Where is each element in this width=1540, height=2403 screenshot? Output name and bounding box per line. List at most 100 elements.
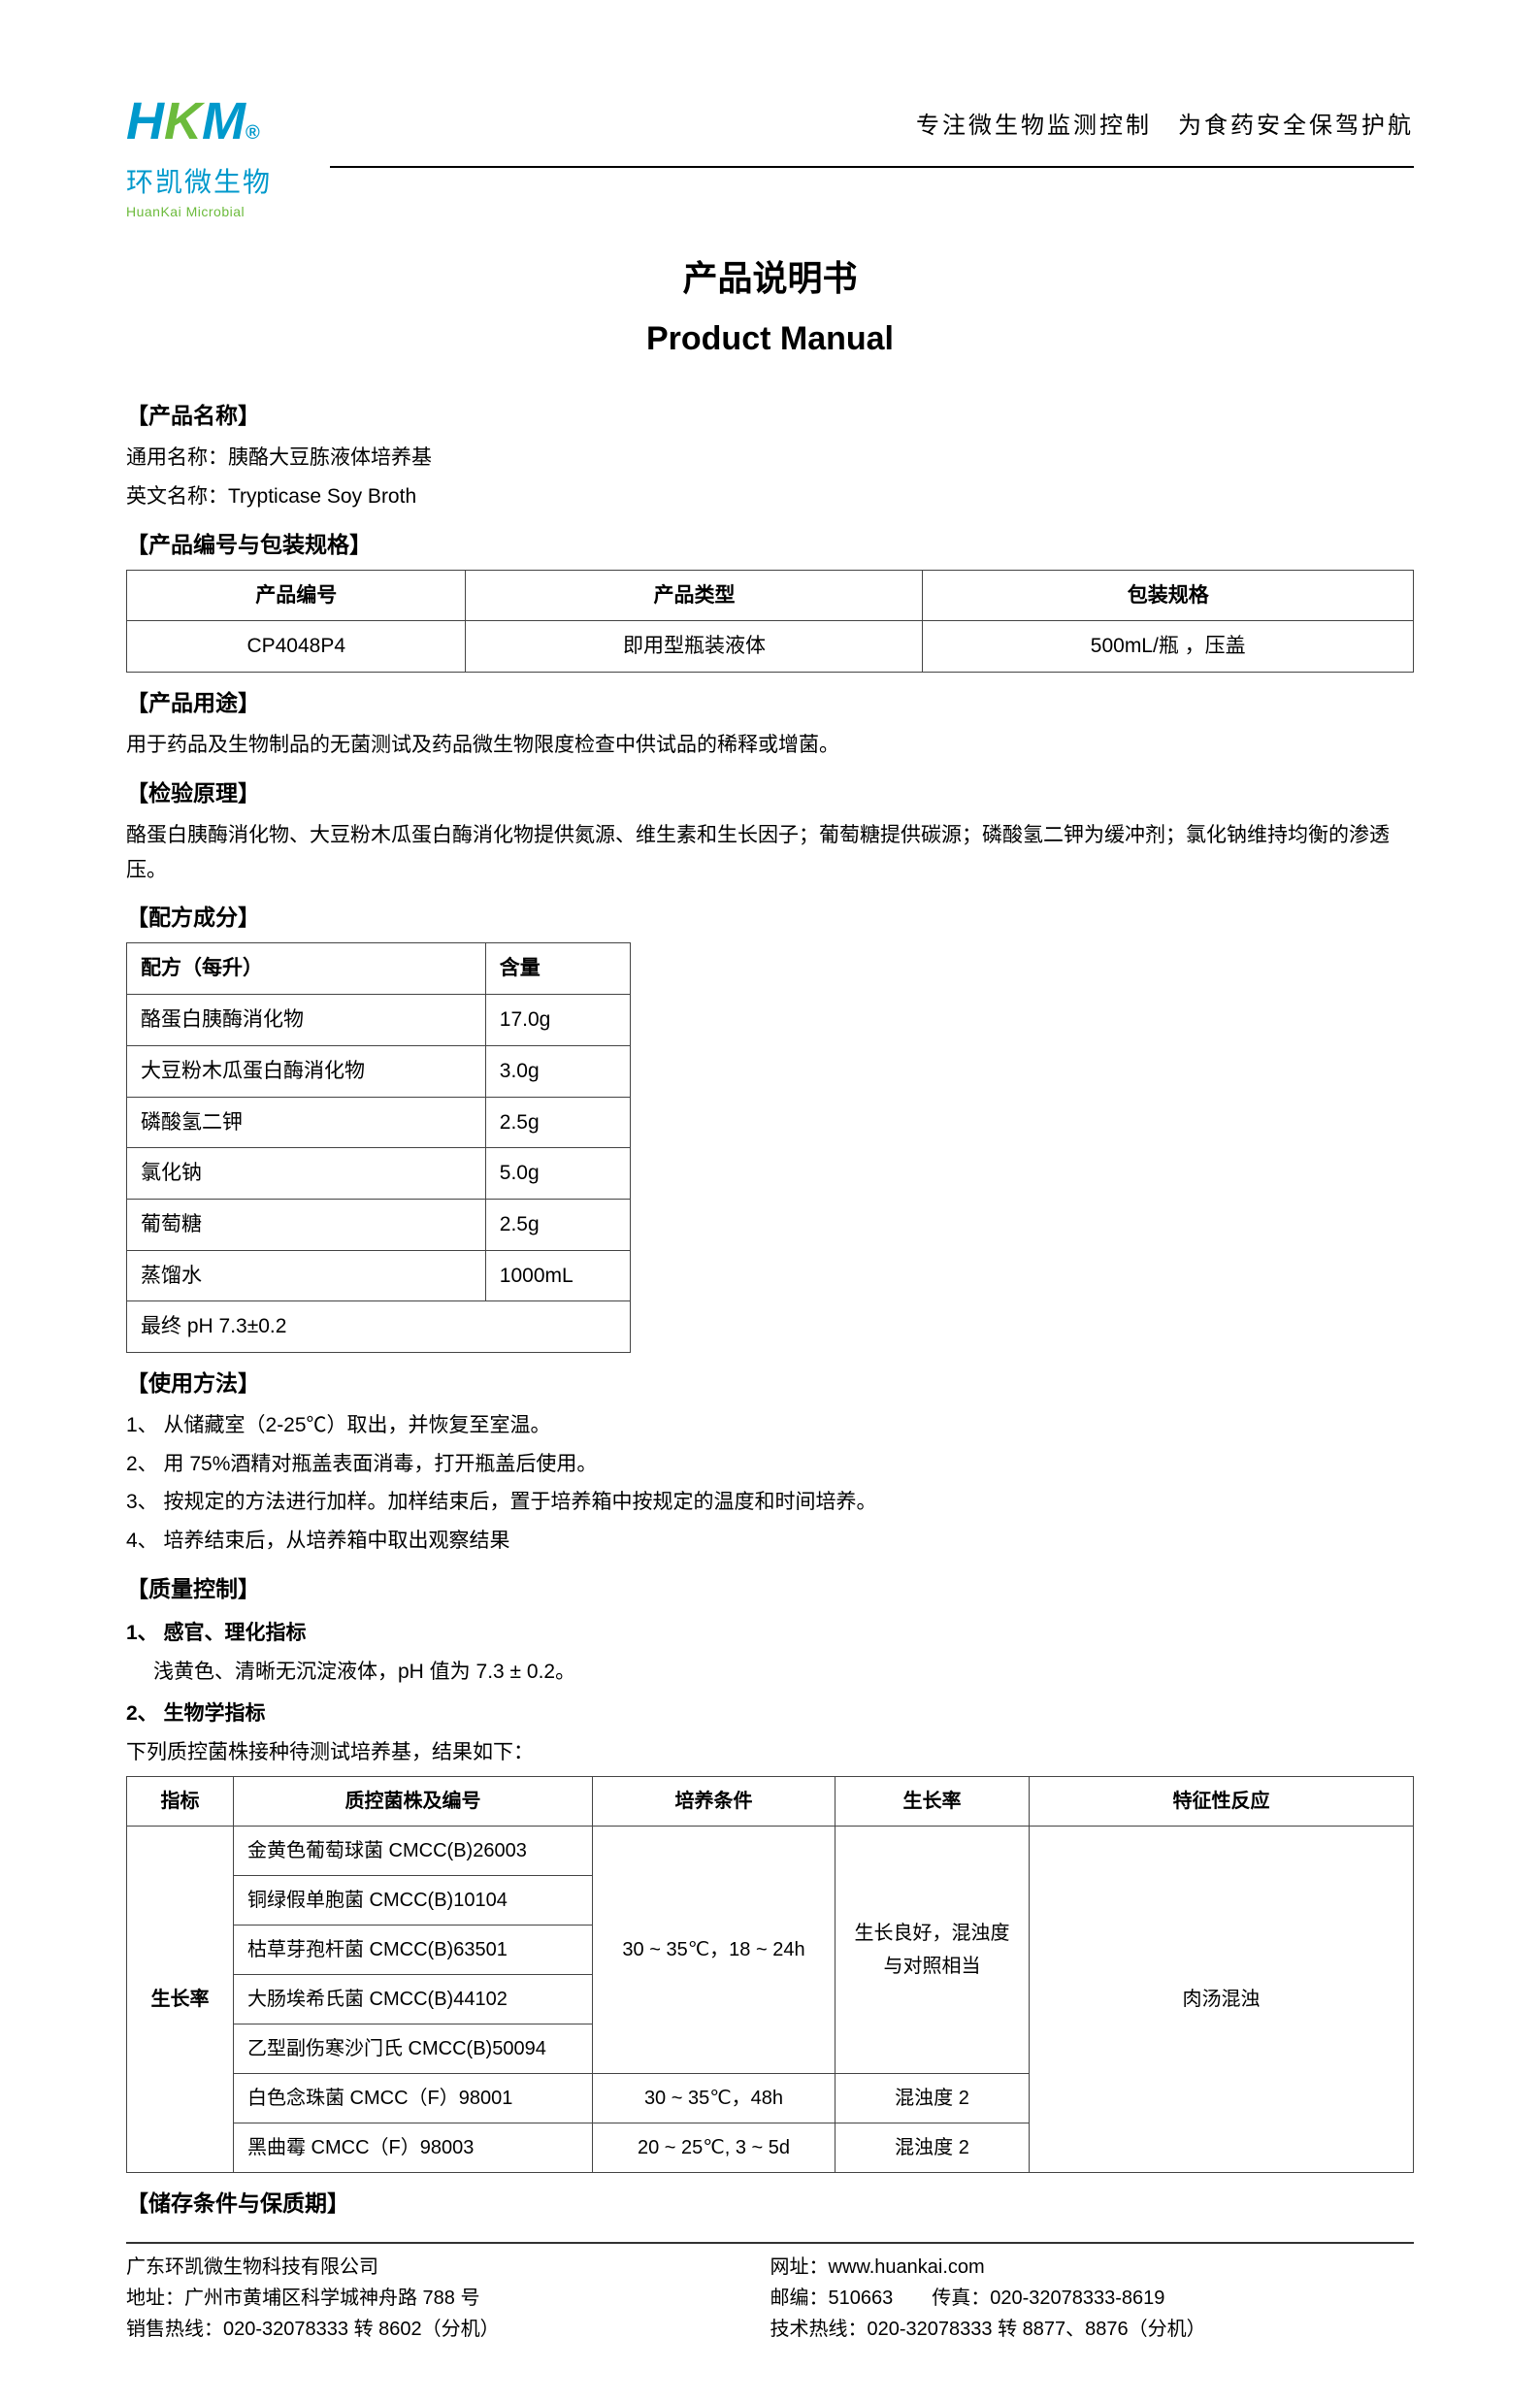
qc-col-index: 指标 <box>127 1776 234 1826</box>
footer-company: 广东环凯微生物科技有限公司 <box>126 2252 770 2283</box>
generic-name-row: 通用名称：胰酪大豆胨液体培养基 <box>126 441 1414 476</box>
pkg-code: CP4048P4 <box>127 621 466 673</box>
qc-col-condition: 培养条件 <box>593 1776 836 1826</box>
english-name-value: Trypticase Soy Broth <box>228 485 416 508</box>
qc-col-growth: 生长率 <box>836 1776 1030 1826</box>
page-footer: 广东环凯微生物科技有限公司 地址：广州市黄埔区科学城神舟路 788 号 销售热线… <box>126 2242 1414 2345</box>
qc-growth: 混浊度 2 <box>836 2073 1030 2123</box>
qc-condition-group1: 30 ~ 35℃，18 ~ 24h <box>593 1826 836 2073</box>
qc-sub1-heading: 1、 感官、理化指标 <box>126 1616 1414 1651</box>
qc-sub2-heading: 2、 生物学指标 <box>126 1696 1414 1731</box>
formula-name: 磷酸氢二钾 <box>127 1097 486 1148</box>
pkg-col-code: 产品编号 <box>127 570 466 621</box>
footer-address: 地址：广州市黄埔区科学城神舟路 788 号 <box>126 2283 770 2314</box>
logo-letter-m: M <box>202 78 244 167</box>
pkg-spec: 500mL/瓶 ，压盖 <box>923 621 1414 673</box>
formula-name: 大豆粉木瓜蛋白酶消化物 <box>127 1045 486 1097</box>
usage-step: 1、 从储藏室（2-25℃）取出，并恢复至室温。 <box>126 1408 1414 1443</box>
section-product-name: 【产品名称】 <box>126 397 1414 435</box>
qc-sub2-intro: 下列质控菌株接种待测试培养基，结果如下： <box>126 1735 1414 1770</box>
qc-strain: 金黄色葡萄球菌 CMCC(B)26003 <box>234 1826 593 1875</box>
section-formula: 【配方成分】 <box>126 899 1414 937</box>
footer-right: 网址：www.huankai.com 邮编：510663 传真：020-3207… <box>770 2252 1415 2345</box>
generic-name-value: 胰酪大豆胨液体培养基 <box>228 446 432 469</box>
qc-strain: 黑曲霉 CMCC（F）98003 <box>234 2123 593 2172</box>
qc-strain: 乙型副伤寒沙门氏 CMCC(B)50094 <box>234 2024 593 2073</box>
english-name-label: 英文名称： <box>126 485 228 508</box>
qc-character-all: 肉汤混浊 <box>1030 1826 1414 2172</box>
table-header-row: 指标 质控菌株及编号 培养条件 生长率 特征性反应 <box>127 1776 1414 1826</box>
usage-step: 4、 培养结束后，从培养箱中取出观察结果 <box>126 1524 1414 1559</box>
section-storage: 【储存条件与保质期】 <box>126 2185 1414 2222</box>
table-row: 葡萄糖2.5g <box>127 1199 631 1250</box>
use-text: 用于药品及生物制品的无菌测试及药品微生物限度检查中供试品的稀释或增菌。 <box>126 728 1414 763</box>
header-tagline: 专注微生物监测控制 为食药安全保驾护航 <box>330 107 1414 168</box>
table-row: 蒸馏水1000mL <box>127 1250 631 1301</box>
section-qc: 【质量控制】 <box>126 1570 1414 1608</box>
qc-growth: 混浊度 2 <box>836 2123 1030 2172</box>
footer-web: 网址：www.huankai.com <box>770 2252 1415 2283</box>
table-header-row: 产品编号 产品类型 包装规格 <box>127 570 1414 621</box>
table-row: 最终 pH 7.3±0.2 <box>127 1301 631 1353</box>
logo-letter-k: K <box>164 78 200 167</box>
formula-amount: 3.0g <box>485 1045 630 1097</box>
formula-amount: 5.0g <box>485 1148 630 1200</box>
footer-zip-fax: 邮编：510663 传真：020-32078333-8619 <box>770 2283 1415 2314</box>
qc-condition: 30 ~ 35℃，48h <box>593 2073 836 2123</box>
footer-left: 广东环凯微生物科技有限公司 地址：广州市黄埔区科学城神舟路 788 号 销售热线… <box>126 2252 770 2345</box>
page-title-cn: 产品说明书 <box>126 248 1414 308</box>
logo-text-en: HuanKai Microbial <box>126 201 272 224</box>
footer-tech: 技术热线：020-32078333 转 8877、8876（分机） <box>770 2314 1415 2345</box>
section-use: 【产品用途】 <box>126 684 1414 722</box>
formula-name: 蒸馏水 <box>127 1250 486 1301</box>
table-row: 大豆粉木瓜蛋白酶消化物3.0g <box>127 1045 631 1097</box>
section-principle: 【检验原理】 <box>126 774 1414 812</box>
usage-step: 3、 按规定的方法进行加样。加样结束后，置于培养箱中按规定的温度和时间培养。 <box>126 1485 1414 1520</box>
formula-amount: 2.5g <box>485 1097 630 1148</box>
formula-table: 配方（每升） 含量 酪蛋白胰酶消化物17.0g 大豆粉木瓜蛋白酶消化物3.0g … <box>126 942 631 1353</box>
table-row: 生长率 金黄色葡萄球菌 CMCC(B)26003 30 ~ 35℃，18 ~ 2… <box>127 1826 1414 1875</box>
formula-col-name: 配方（每升） <box>127 943 486 995</box>
qc-index-label: 生长率 <box>127 1826 234 2172</box>
pkg-type: 即用型瓶装液体 <box>466 621 923 673</box>
formula-amount: 2.5g <box>485 1199 630 1250</box>
logo-registered-icon: ® <box>246 116 260 149</box>
pkg-col-type: 产品类型 <box>466 570 923 621</box>
qc-table: 指标 质控菌株及编号 培养条件 生长率 特征性反应 生长率 金黄色葡萄球菌 CM… <box>126 1776 1414 2173</box>
principle-text: 酪蛋白胰酶消化物、大豆粉木瓜蛋白酶消化物提供氮源、维生素和生长因子；葡萄糖提供碳… <box>126 818 1414 887</box>
package-table: 产品编号 产品类型 包装规格 CP4048P4 即用型瓶装液体 500mL/瓶 … <box>126 570 1414 673</box>
section-usage: 【使用方法】 <box>126 1365 1414 1402</box>
qc-col-strain: 质控菌株及编号 <box>234 1776 593 1826</box>
qc-col-character: 特征性反应 <box>1030 1776 1414 1826</box>
page-header: HKM® 环凯微生物 HuanKai Microbial 专注微生物监测控制 为… <box>126 78 1414 224</box>
formula-col-amount: 含量 <box>485 943 630 995</box>
formula-name: 氯化钠 <box>127 1148 486 1200</box>
formula-amount: 17.0g <box>485 995 630 1046</box>
formula-ph: 最终 pH 7.3±0.2 <box>127 1301 631 1353</box>
formula-amount: 1000mL <box>485 1250 630 1301</box>
qc-strain: 白色念珠菌 CMCC（F）98001 <box>234 2073 593 2123</box>
qc-strain: 枯草芽孢杆菌 CMCC(B)63501 <box>234 1925 593 1974</box>
qc-growth-group1: 生长良好，混浊度与对照相当 <box>836 1826 1030 2073</box>
qc-strain: 大肠埃希氏菌 CMCC(B)44102 <box>234 1974 593 2024</box>
qc-condition: 20 ~ 25℃, 3 ~ 5d <box>593 2123 836 2172</box>
formula-name: 葡萄糖 <box>127 1199 486 1250</box>
logo-block: HKM® 环凯微生物 HuanKai Microbial <box>126 78 272 224</box>
logo-letter-h: H <box>126 78 162 167</box>
page-title-block: 产品说明书 Product Manual <box>126 248 1414 368</box>
logo-mark: HKM® <box>126 78 272 167</box>
qc-strain: 铜绿假单胞菌 CMCC(B)10104 <box>234 1875 593 1925</box>
english-name-row: 英文名称：Trypticase Soy Broth <box>126 479 1414 514</box>
qc-sub1-text: 浅黄色、清晰无沉淀液体，pH 值为 7.3 ± 0.2。 <box>126 1655 1414 1690</box>
table-row: 氯化钠5.0g <box>127 1148 631 1200</box>
table-header-row: 配方（每升） 含量 <box>127 943 631 995</box>
section-package: 【产品编号与包装规格】 <box>126 526 1414 564</box>
page-title-en: Product Manual <box>126 312 1414 368</box>
table-row: 磷酸氢二钾2.5g <box>127 1097 631 1148</box>
table-row: CP4048P4 即用型瓶装液体 500mL/瓶 ，压盖 <box>127 621 1414 673</box>
logo-text-cn: 环凯微生物 <box>126 159 272 206</box>
formula-name: 酪蛋白胰酶消化物 <box>127 995 486 1046</box>
usage-list: 1、 从储藏室（2-25℃）取出，并恢复至室温。 2、 用 75%酒精对瓶盖表面… <box>126 1408 1414 1559</box>
pkg-col-spec: 包装规格 <box>923 570 1414 621</box>
usage-step: 2、 用 75%酒精对瓶盖表面消毒，打开瓶盖后使用。 <box>126 1447 1414 1482</box>
